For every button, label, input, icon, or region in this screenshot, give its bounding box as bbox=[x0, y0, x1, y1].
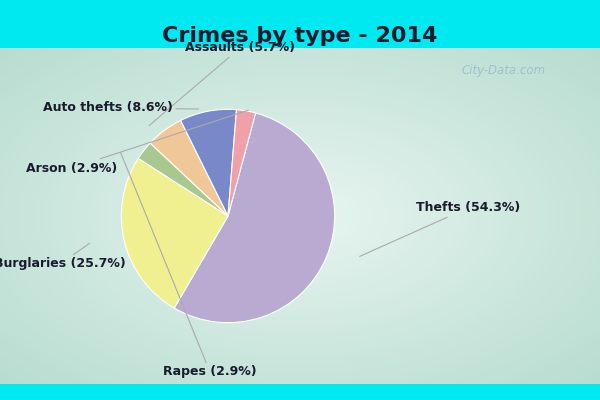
Text: Burglaries (25.7%): Burglaries (25.7%) bbox=[0, 243, 126, 270]
Wedge shape bbox=[138, 143, 228, 216]
Text: Auto thefts (8.6%): Auto thefts (8.6%) bbox=[43, 102, 199, 114]
Text: Rapes (2.9%): Rapes (2.9%) bbox=[121, 152, 257, 378]
Text: Assaults (5.7%): Assaults (5.7%) bbox=[149, 42, 295, 126]
Wedge shape bbox=[121, 158, 228, 308]
Wedge shape bbox=[181, 109, 236, 216]
Text: Arson (2.9%): Arson (2.9%) bbox=[26, 110, 248, 174]
Text: City-Data.com: City-Data.com bbox=[462, 64, 546, 77]
Text: Thefts (54.3%): Thefts (54.3%) bbox=[360, 202, 520, 256]
Wedge shape bbox=[228, 110, 256, 216]
Wedge shape bbox=[174, 113, 335, 323]
Wedge shape bbox=[150, 120, 228, 216]
Text: Crimes by type - 2014: Crimes by type - 2014 bbox=[163, 26, 437, 46]
